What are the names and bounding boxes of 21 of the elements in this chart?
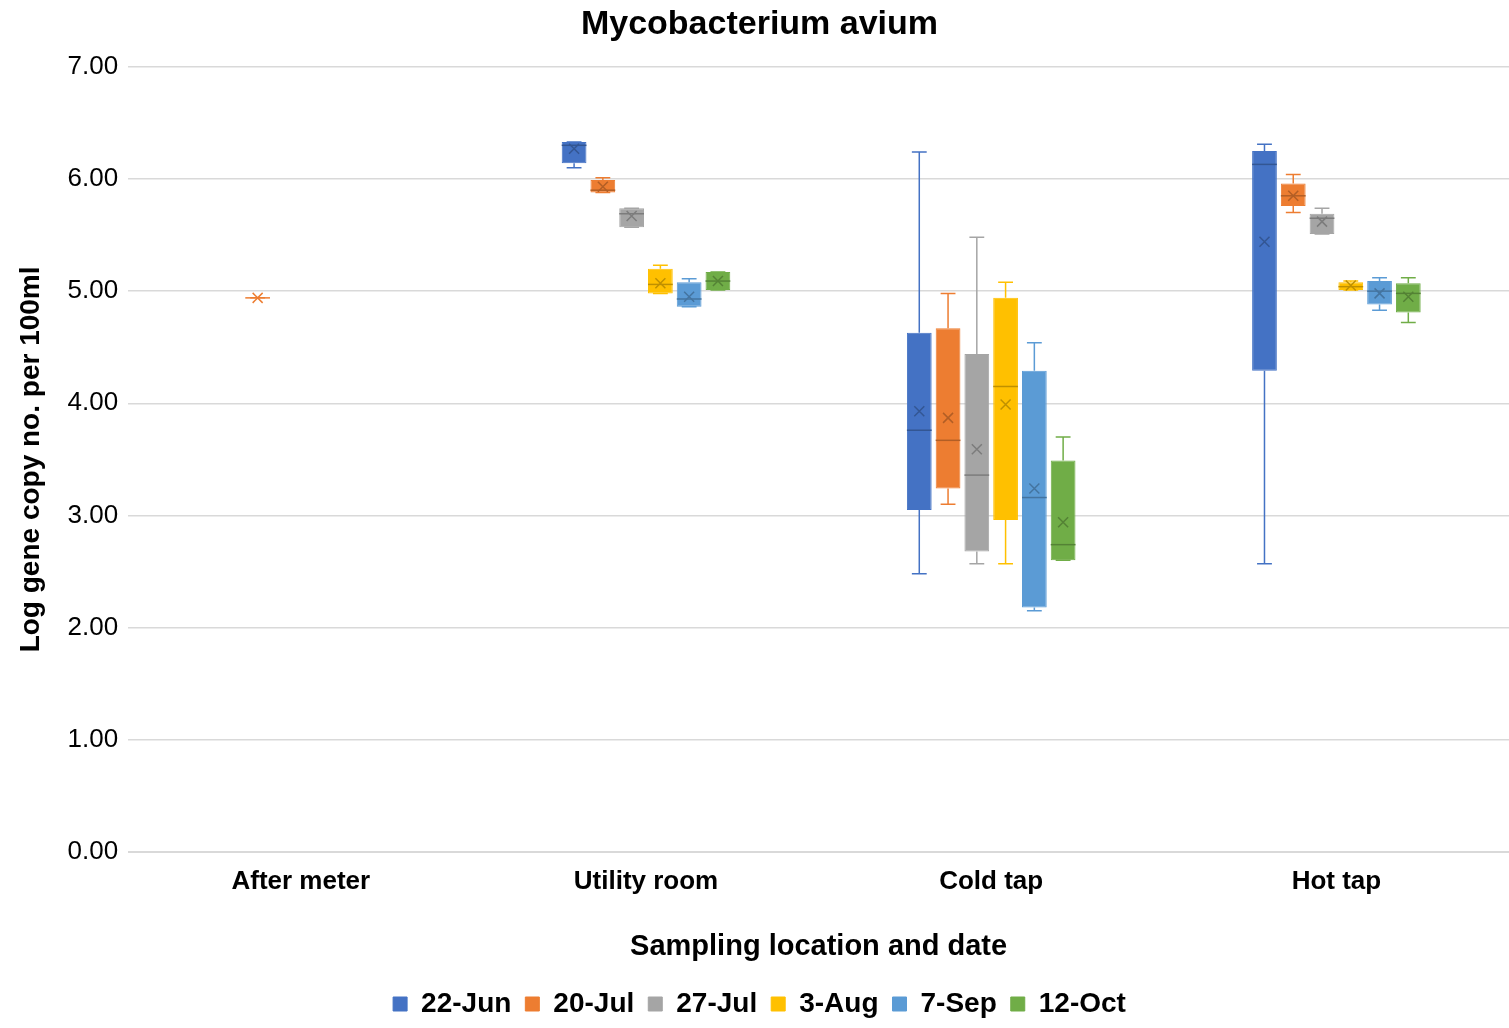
y-tick-label: 4.00 xyxy=(67,386,119,417)
y-tick-label: 3.00 xyxy=(67,498,119,529)
x-tick-label: Hot tap xyxy=(1291,864,1382,895)
x-axis-title: Sampling location and date xyxy=(630,928,1008,961)
x-tick-label: Utility room xyxy=(573,864,719,895)
chart-title: Mycobacterium avium xyxy=(580,2,939,41)
legend-label: 22-Jun xyxy=(421,986,512,1018)
legend-label: 27-Jul xyxy=(676,986,758,1018)
y-tick-label: 7.00 xyxy=(67,49,119,80)
y-tick-label: 2.00 xyxy=(67,610,119,641)
x-tick-label: Cold tap xyxy=(939,864,1044,895)
y-tick-label: 6.00 xyxy=(67,162,119,193)
legend-label: 3-Aug xyxy=(799,986,879,1018)
legend-label: 20-Jul xyxy=(553,986,635,1018)
x-tick-label: After meter xyxy=(231,864,371,895)
y-tick-label: 1.00 xyxy=(67,723,119,753)
y-axis-title: Log gene copy no. per 100ml xyxy=(13,266,45,653)
legend-label: 12-Oct xyxy=(1038,986,1126,1018)
legend-label: 7-Sep xyxy=(920,986,997,1018)
y-tick-label: 0.00 xyxy=(67,835,119,866)
y-tick-label: 5.00 xyxy=(67,274,119,305)
